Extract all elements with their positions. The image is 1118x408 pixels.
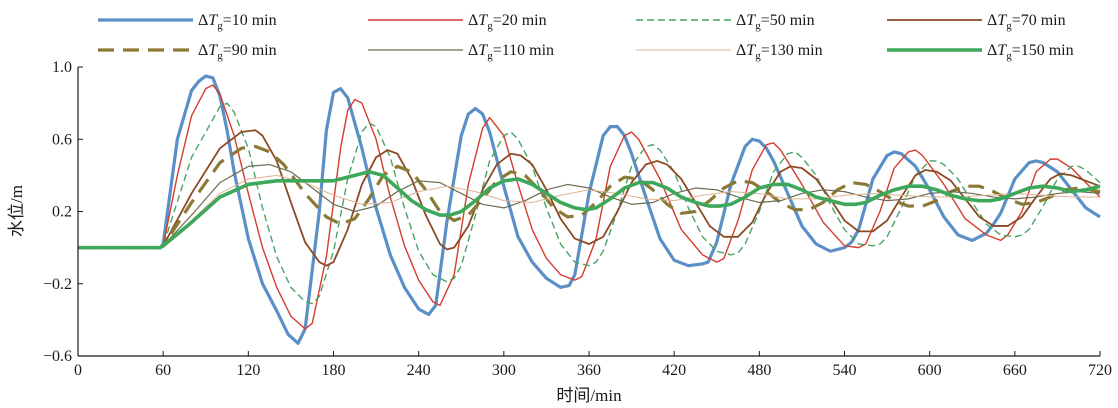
legend-label: ΔTg=150 min bbox=[987, 42, 1074, 62]
x-tick-label: 720 bbox=[1088, 362, 1112, 379]
x-tick-label: 180 bbox=[322, 362, 346, 379]
y-tick-label: 0.6 bbox=[52, 131, 72, 148]
legend-label: ΔTg=130 min bbox=[736, 42, 823, 62]
x-tick-label: 120 bbox=[236, 362, 260, 379]
legend-entry: ΔTg=130 min bbox=[636, 42, 823, 62]
series-line-tg-90-min bbox=[78, 144, 1101, 250]
legend-label: ΔTg=50 min bbox=[736, 12, 815, 32]
x-tick-label: 540 bbox=[833, 362, 857, 379]
legend: ΔTg=10 min ΔTg=20 min ΔTg=50 min ΔTg=70 min… bbox=[98, 12, 1074, 62]
x-ticks: 0 60 120 180 240 300 360 420 480 540 600 660 720 bbox=[74, 351, 1112, 379]
series-line-tg-130-min bbox=[78, 174, 1100, 249]
x-tick-label: 240 bbox=[407, 362, 431, 379]
y-tick-label: −0.6 bbox=[43, 348, 72, 365]
x-tick-label: 600 bbox=[918, 362, 942, 379]
y-axis-title: 水位/m bbox=[7, 185, 26, 237]
series-line-tg-50-min bbox=[78, 102, 1101, 305]
legend-label: ΔTg=70 min bbox=[987, 12, 1066, 32]
x-axis-title: 时间/min bbox=[556, 386, 622, 405]
legend-label: ΔTg=90 min bbox=[198, 42, 277, 62]
legend-label: ΔTg=20 min bbox=[468, 12, 547, 32]
series-line-tg-70-min bbox=[78, 129, 1101, 267]
y-ticks: −0.6 −0.2 0.2 0.6 1.0 bbox=[43, 59, 83, 365]
series-line-tg-10-min bbox=[78, 74, 1101, 345]
x-tick-label: 60 bbox=[155, 362, 171, 379]
legend-entry: ΔTg=50 min bbox=[636, 12, 815, 32]
legend-entry: ΔTg=110 min bbox=[368, 42, 554, 62]
legend-label: ΔTg=10 min bbox=[198, 12, 277, 32]
legend-label: ΔTg=110 min bbox=[468, 42, 554, 62]
legend-entry: ΔTg=70 min bbox=[887, 12, 1066, 32]
y-tick-label: 1.0 bbox=[52, 59, 72, 76]
x-tick-label: 480 bbox=[747, 362, 771, 379]
x-tick-label: 300 bbox=[492, 362, 516, 379]
legend-entry: ΔTg=10 min bbox=[98, 12, 277, 32]
x-tick-label: 420 bbox=[662, 362, 686, 379]
y-tick-label: −0.2 bbox=[43, 276, 72, 293]
series-line-tg-110-min bbox=[78, 163, 1101, 249]
series-line-tg-150-min bbox=[78, 169, 1101, 250]
x-tick-label: 0 bbox=[74, 362, 82, 379]
x-tick-label: 660 bbox=[1003, 362, 1027, 379]
axes bbox=[77, 67, 1100, 357]
x-tick-label: 360 bbox=[577, 362, 601, 379]
series-layer bbox=[78, 74, 1101, 345]
legend-entry: ΔTg=90 min bbox=[98, 42, 277, 62]
legend-entry: ΔTg=20 min bbox=[368, 12, 547, 32]
y-tick-label: 0.2 bbox=[52, 204, 72, 221]
legend-entry: ΔTg=150 min bbox=[887, 42, 1074, 62]
series-line-tg-20-min bbox=[78, 84, 1101, 330]
